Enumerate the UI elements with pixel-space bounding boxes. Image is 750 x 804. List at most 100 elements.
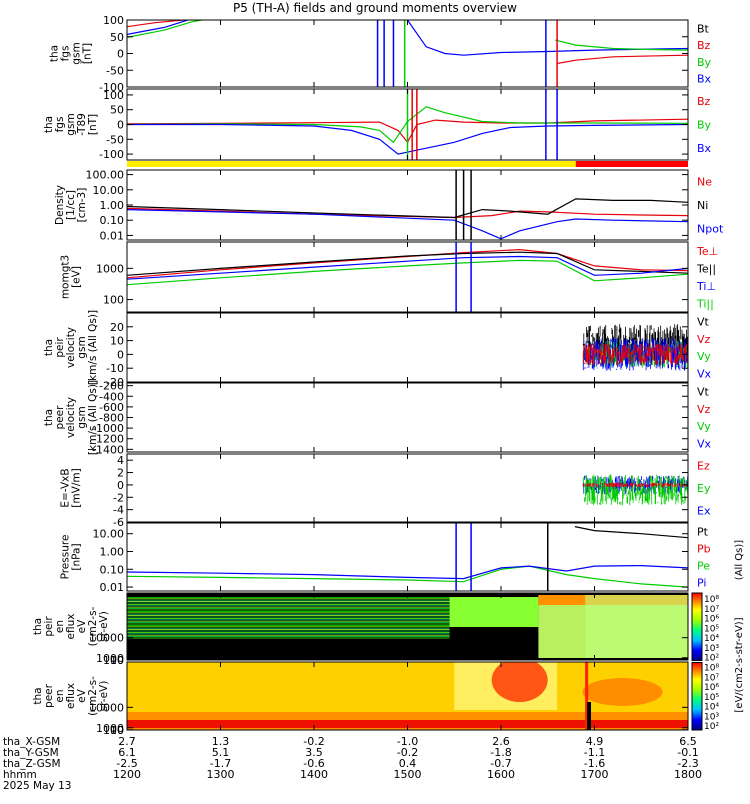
spectrogram-band <box>127 627 450 629</box>
ylabel-line: (cm2-s- <box>87 606 99 646</box>
y-tick-label: -1000 <box>92 422 124 435</box>
spectrogram-line <box>585 662 589 730</box>
legend-vt: Vt <box>697 316 710 329</box>
ylabel-line: E=-VxB <box>60 468 72 507</box>
ephemeris-value: 6.5 <box>679 735 697 748</box>
ephemeris-value: -0.2 <box>303 735 324 748</box>
spectrogram-band <box>127 637 450 639</box>
noise-band-vz <box>582 343 688 366</box>
y-tick-label: 4 <box>117 454 124 467</box>
colorbar-tick-label: 10⁸ <box>704 664 719 674</box>
ephemeris-value: -2.3 <box>677 757 698 770</box>
ephemeris-value: 1.3 <box>212 735 230 748</box>
panel-ylabel: tha fgs gsm [nT] <box>49 42 94 64</box>
y-tick-label: -1200 <box>92 433 124 446</box>
panel-ylabel: tha peer en eflux eV (cm2-s-sr-eV) <box>32 676 110 716</box>
ylabel-line: tha <box>32 687 44 704</box>
legend-vx: Vx <box>697 437 712 450</box>
plot-title: P5 (TH-A) fields and ground moments over… <box>233 1 517 15</box>
spectrogram-band <box>127 602 450 604</box>
ylabel-line: gsm <box>76 336 88 358</box>
panel-ylabel: tha peir velocity gsm [km/s (All Qs)] <box>43 310 99 385</box>
panel-data <box>127 242 688 312</box>
y-tick-label: 0.01 <box>100 229 125 242</box>
colorbar-tick-label: 10⁵ <box>704 693 719 703</box>
spectrogram-band <box>127 720 688 728</box>
colorbar-tick-label: 10⁸ <box>704 595 719 605</box>
ylabel-line: [nPa] <box>71 543 83 570</box>
ylabel-line: [nT] <box>87 114 99 135</box>
y-tick-label: 100 <box>103 294 124 307</box>
series-line-pe <box>127 565 688 588</box>
panel-ylabel: tha peir en eflux eV (cm2-s-sr-eV) <box>32 606 110 646</box>
spectrogram-band <box>127 612 450 614</box>
y-tick-label: -1400 <box>92 443 124 456</box>
y-tick-label: 1000 <box>96 652 124 665</box>
y-tick-label: 100 <box>103 724 124 737</box>
spectrogram-band <box>449 597 539 627</box>
panel-ylabel: Pressure [nPa] <box>60 535 83 580</box>
ephemeris-value: -1.0 <box>397 735 418 748</box>
legend-ez: Ez <box>697 459 710 472</box>
legend-bz: Bz <box>697 39 711 52</box>
colorbar-tick-label: 10² <box>704 722 719 732</box>
ylabel-line: eV <box>76 619 88 633</box>
status-bar-red <box>575 161 688 167</box>
ephemeris-row-label: tha_Y-GSM <box>3 747 59 759</box>
ephemeris-value: 1200 <box>113 768 141 781</box>
spectrogram-electron <box>127 662 688 730</box>
series-line-by <box>127 20 202 38</box>
legend-pb: Pb <box>697 543 711 556</box>
spectrogram-band <box>127 598 450 600</box>
series-line-ni <box>127 198 688 219</box>
spectrogram-band <box>127 626 450 628</box>
y-tick-label: 10 <box>110 335 124 348</box>
spectrogram-band <box>127 611 450 612</box>
panel-4: 1000 100 momgt3 [eV] Te⊥ Te|| Ti⊥ Ti|| <box>60 241 718 313</box>
legend-te: Te⊥ <box>696 245 718 258</box>
colorbar-tick-label: 10³ <box>704 712 719 722</box>
y-tick-label: 10 <box>110 654 124 667</box>
legend-bx: Bx <box>697 73 712 86</box>
colorbar-tick-label: 10³ <box>704 644 719 654</box>
panel-frame <box>126 382 689 453</box>
y-tick-label: 50 <box>110 31 124 44</box>
spectrogram-band <box>127 599 450 601</box>
spectrogram-band <box>127 616 450 618</box>
spectrogram-band <box>127 606 450 608</box>
y-tick-label: 50 <box>110 104 124 117</box>
spectrogram-band <box>127 618 450 619</box>
ylabel-line: peer <box>54 405 66 430</box>
y-tick-label: -4 <box>113 504 124 517</box>
ylabel-line: [nT] <box>82 43 94 64</box>
panel-8: 10.00 1.00 0.10 0.01 Pressure [nPa] Pt Pb Pe Pi <box>60 522 711 594</box>
spectrogram-band <box>127 633 450 635</box>
spectrogram-band <box>127 620 450 622</box>
series-line-bx <box>127 20 188 35</box>
y-tick-label: -100 <box>99 81 124 94</box>
noise-band-ez <box>582 482 688 488</box>
panel-ylabel: E=-VxB [mV/m] <box>60 468 83 507</box>
panel-frame <box>126 241 689 313</box>
y-tick-label: 0 <box>117 119 124 132</box>
y-tick-label: 0.10 <box>100 563 125 576</box>
ylabel-line: peir <box>54 337 66 358</box>
panel-data <box>582 324 688 371</box>
spectrogram-blob <box>491 662 548 702</box>
spectrogram-band <box>127 601 450 602</box>
ylabel-line: Density <box>54 185 66 225</box>
ephemeris-value: -1.6 <box>584 757 605 770</box>
colorbar-label: [eV/(cm2-s-str-eV)] <box>734 617 745 712</box>
legend-vx: Vx <box>697 367 712 380</box>
spectrogram-band <box>127 597 450 598</box>
ylabel-line: sr-eV) <box>98 681 110 712</box>
ylabel-line: Pressure <box>60 535 72 580</box>
spectrogram-band <box>127 615 450 616</box>
y-tick-label: -600 <box>99 401 124 414</box>
panel-ylabel: Density [1/cc] [cm-3] <box>54 185 88 225</box>
